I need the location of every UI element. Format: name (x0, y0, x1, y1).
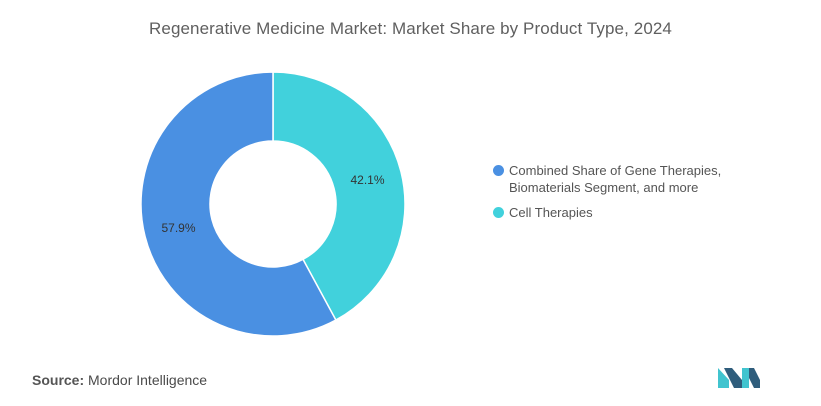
legend-item-combined: Combined Share of Gene Therapies, Biomat… (493, 162, 793, 196)
source-text: Mordor Intelligence (88, 372, 208, 388)
legend-swatch-cell-therapies (493, 207, 504, 218)
legend: Combined Share of Gene Therapies, Biomat… (493, 162, 793, 229)
slice-cell-therapies (272, 71, 406, 322)
data-label-0: 42.1% (350, 173, 384, 187)
legend-item-cell-therapies: Cell Therapies (493, 204, 793, 221)
source-label: Source: (32, 372, 85, 388)
slice-combined-share-of-gene-therapies-biomaterials-segment-and-more (140, 71, 337, 337)
mordor-intelligence-logo (718, 368, 760, 388)
legend-swatch-combined (493, 165, 504, 176)
chart-title: Regenerative Medicine Market: Market Sha… (149, 19, 672, 38)
legend-label-combined: Combined Share of Gene Therapies, Biomat… (509, 163, 722, 195)
data-label-1: 57.9% (161, 221, 195, 235)
source-note: Source: Mordor Intelligence (32, 372, 207, 388)
legend-label-cell-therapies: Cell Therapies (509, 205, 593, 220)
